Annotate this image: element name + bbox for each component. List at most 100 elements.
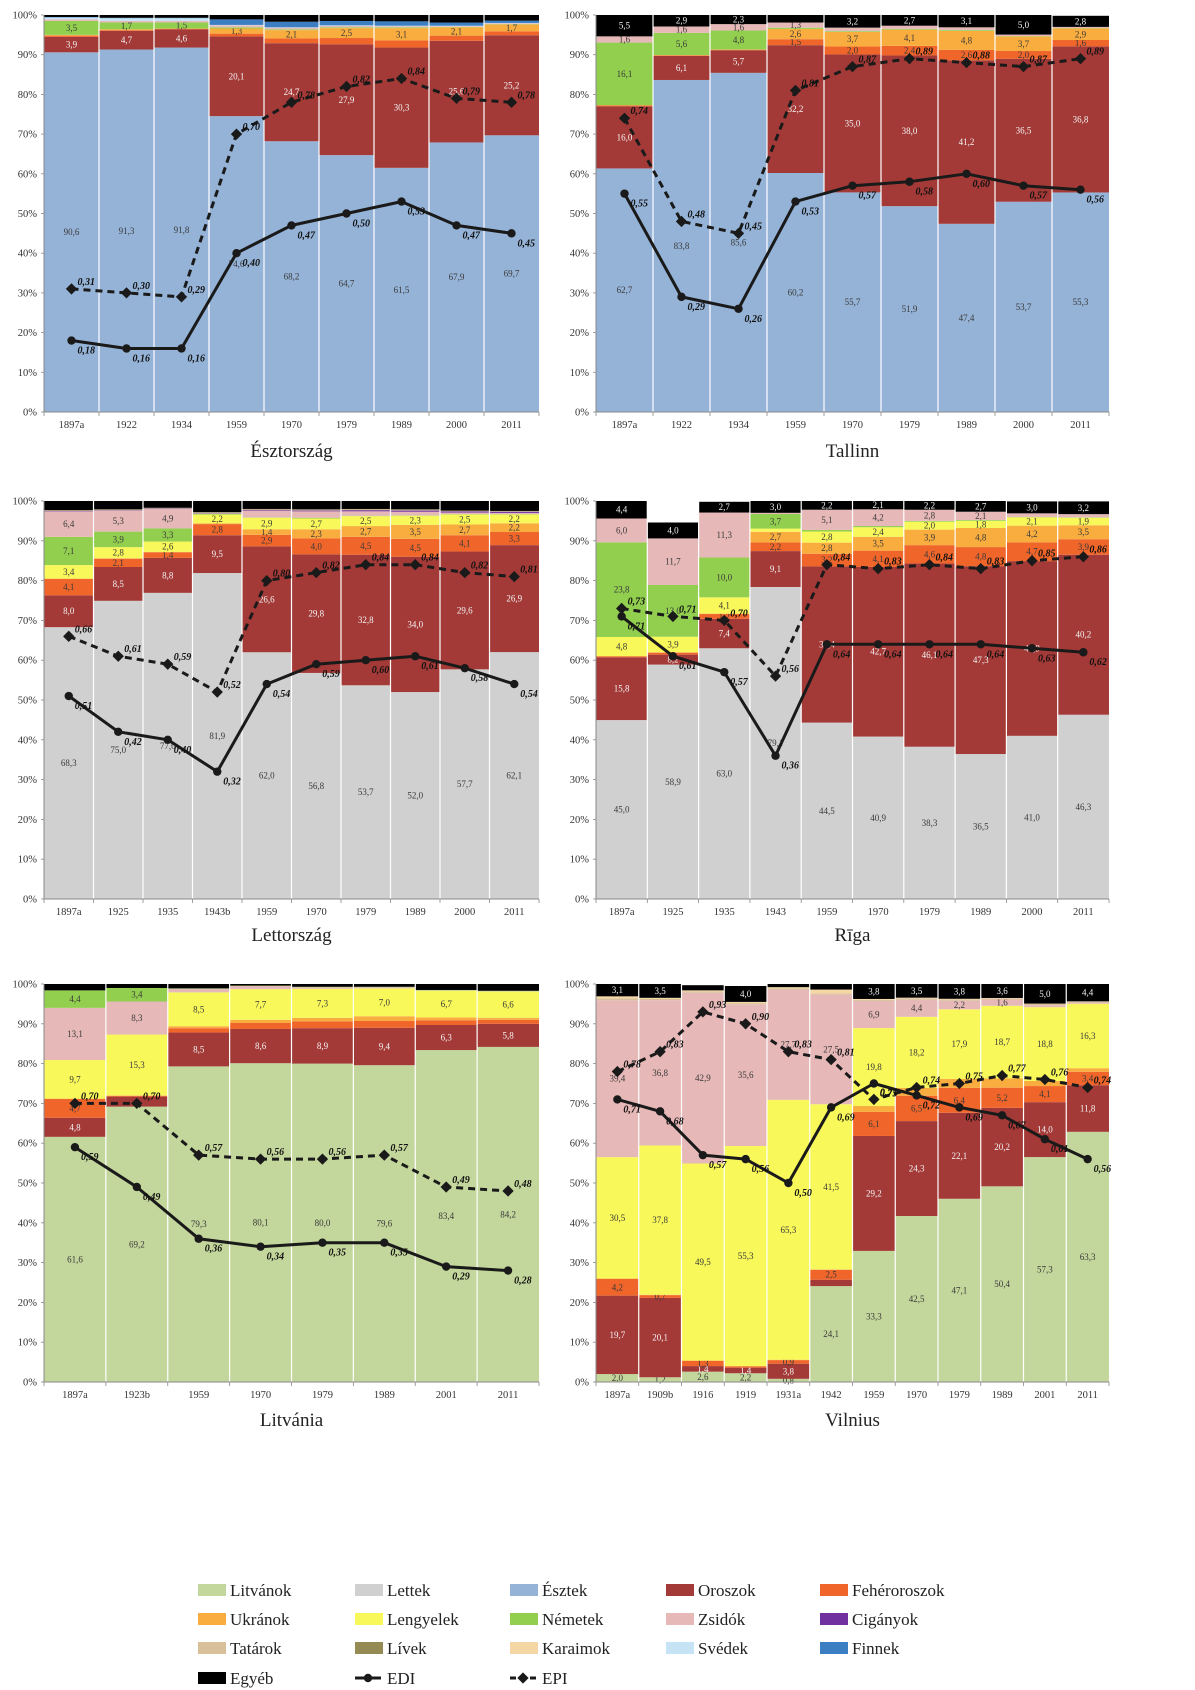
edi-point	[177, 344, 186, 353]
segment-value-label: 3,7	[1018, 39, 1030, 49]
bar-segment-nemet	[209, 27, 264, 29]
legend-label: Lívek	[387, 1639, 427, 1658]
segment-value-label: 6,3	[441, 1033, 453, 1043]
segment-value-label: 2,9	[676, 16, 688, 26]
bar-segment-lengy	[1066, 1003, 1109, 1069]
bar-segment-orosz	[681, 1366, 725, 1372]
y-tick-label: 100%	[13, 980, 38, 991]
bar-segment-lengy	[291, 988, 354, 1018]
legend-item-feh: Fehéroroszok	[820, 1581, 945, 1600]
chart-title: Vilnius	[825, 1410, 880, 1431]
segment-value-label: 27,7	[781, 1040, 797, 1050]
y-tick-label: 40%	[18, 1218, 38, 1229]
segment-value-label: 2,0	[612, 1373, 624, 1383]
edi-value-label: 0,57	[1030, 191, 1049, 202]
bar-segment-nemet	[93, 531, 143, 548]
epi-value-label: 0,56	[782, 664, 800, 675]
edi-point	[460, 663, 469, 673]
edi-point	[734, 304, 743, 313]
segment-value-label: 4,0	[740, 989, 752, 999]
epi-point	[459, 566, 471, 579]
bar-segment-orosz	[242, 546, 292, 653]
x-tick-label: 2011	[498, 1390, 519, 1401]
bar-segment-nemet	[99, 22, 154, 30]
segment-value-label: 42,9	[695, 1073, 711, 1083]
segment-value-label: 7,0	[379, 997, 391, 1007]
epi-value-label: 0,59	[174, 652, 192, 663]
edi-point	[997, 1111, 1007, 1120]
x-tick-label: 1970	[868, 907, 889, 918]
bar-segment-egyeb	[489, 501, 539, 511]
legend-item-lett: Lettek	[355, 1581, 431, 1600]
segment-value-label: 7,1	[63, 546, 74, 556]
edi-value-label: 0,50	[794, 1188, 812, 1199]
bar-segment-egyeb	[955, 501, 1007, 512]
bar-segment-feh	[1057, 539, 1109, 555]
y-tick-label: 20%	[570, 815, 590, 826]
legend-swatch	[355, 1584, 383, 1596]
bar-segment-orosz	[99, 30, 154, 50]
epi-value-label: 0,93	[709, 1000, 727, 1011]
segment-value-label: 4,7	[121, 35, 133, 45]
bar-segment-feh	[229, 1023, 292, 1029]
epi-value-label: 0,78	[298, 90, 316, 101]
bar-segment-lengy	[390, 515, 440, 525]
segment-value-label: 25,6	[449, 87, 465, 97]
segment-value-label: 8,0	[63, 606, 75, 616]
edi-point	[826, 1103, 836, 1112]
segment-value-label: 2,2	[509, 514, 520, 524]
bar-segment-lit	[852, 1250, 896, 1382]
segment-value-label: 1,3	[697, 1358, 709, 1368]
segment-value-label: 8,3	[131, 1013, 143, 1023]
segment-value-label: 2,2	[770, 542, 781, 552]
segment-value-label: 2,0	[1018, 50, 1030, 60]
segment-value-label: 3,1	[612, 985, 623, 995]
bar-segment-lett	[489, 652, 539, 899]
segment-value-label: 15,3	[129, 1060, 145, 1070]
segment-value-label: 1,4	[261, 527, 273, 537]
edi-value-label: 0,61	[679, 661, 697, 672]
bar-segment-feh	[852, 1111, 896, 1136]
segment-value-label: 53,7	[1016, 302, 1032, 312]
bar-segment-kar	[809, 989, 853, 994]
bar-segment-zsido	[980, 999, 1024, 1006]
bar-segment-nemet	[596, 42, 653, 106]
epi-point	[316, 1153, 329, 1165]
segment-value-label: 85,6	[731, 237, 747, 247]
legend-label: Oroszok	[698, 1581, 756, 1600]
x-tick-label: 1943b	[204, 907, 230, 918]
bar-segment-ukr	[881, 29, 938, 46]
bar-segment-feh	[192, 524, 242, 536]
segment-value-label: 57,7	[457, 779, 473, 789]
edi-point	[397, 197, 406, 206]
edi-point	[1083, 1154, 1092, 1164]
segment-value-label: 4,0	[667, 525, 679, 535]
edi-value-label: 0,58	[916, 187, 934, 198]
bar-segment-kar	[767, 987, 810, 989]
segment-value-label: 42,7	[870, 647, 886, 657]
edi-point	[262, 679, 271, 689]
segment-value-label: 3,8	[783, 1366, 795, 1376]
bar-segment-zsido	[710, 24, 767, 31]
y-tick-label: 0%	[23, 1378, 37, 1389]
segment-value-label: 23,8	[614, 585, 630, 595]
edi-value-label: 0,16	[133, 353, 151, 364]
bar-segment-zsido	[647, 538, 699, 585]
bar-segment-egyeb	[440, 501, 490, 511]
bar-segment-tatar	[291, 509, 341, 511]
y-tick-label: 100%	[565, 980, 590, 991]
segment-value-label: 2,4	[873, 527, 885, 537]
segment-value-label: 2,0	[924, 521, 936, 531]
x-tick-label: 1970	[906, 1390, 927, 1401]
edi-value-label: 0,42	[124, 737, 142, 748]
segment-value-label: 5,7	[733, 57, 745, 67]
bar-segment-lit	[167, 1066, 230, 1382]
epi-value-label: 0,83	[666, 1040, 684, 1051]
segment-value-label: 29,2	[866, 1188, 882, 1198]
bar-segment-feh	[881, 45, 938, 56]
edi-point	[620, 189, 629, 198]
edi-value-label: 0,40	[174, 745, 192, 756]
bar-segment-zsido	[44, 511, 94, 537]
legend-swatch	[198, 1613, 226, 1625]
bar-segment-tatar	[895, 998, 938, 1000]
